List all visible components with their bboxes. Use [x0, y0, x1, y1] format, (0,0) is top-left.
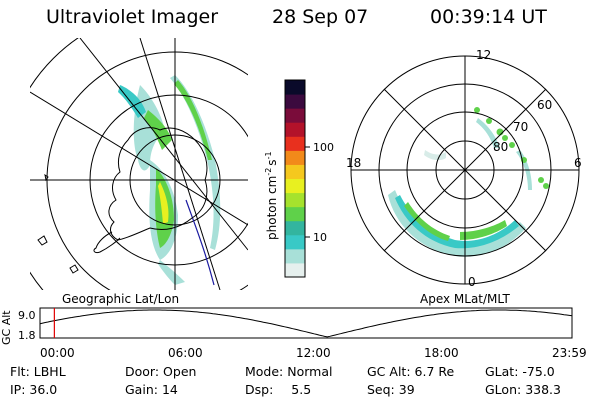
x-tick-0600: 06:00	[168, 346, 203, 360]
geographic-caption: Geographic Lat/Lon	[62, 292, 179, 306]
colorbar-segment	[285, 178, 305, 194]
x-tick-2359: 23:59	[552, 346, 587, 360]
colorbar-segment	[285, 206, 305, 222]
y-tick-1-8: 1.8	[18, 329, 36, 342]
colorbar-segment	[285, 136, 305, 151]
colorbar-segment	[285, 80, 305, 95]
colorbar-segment	[285, 164, 305, 179]
magnetic-caption: Apex MLat/MLT	[420, 292, 510, 306]
status-door: Door: Open	[125, 364, 197, 379]
instrument-title: Ultraviolet Imager	[46, 6, 219, 28]
geographic-map	[30, 38, 248, 290]
x-tick-1200: 12:00	[296, 346, 331, 360]
color-bar	[285, 80, 305, 278]
magnetic-polar-map: 12 0 18 6 60 70 80	[346, 48, 582, 289]
status-filter: Flt: LBHL	[10, 364, 66, 379]
colorbar-tick-10: 10	[313, 231, 327, 244]
x-tick-1800: 18:00	[424, 346, 459, 360]
status-dsp: Dsp: 5.5	[245, 382, 312, 397]
mlat-label-60: 60	[537, 98, 552, 112]
svg-text:photon cm-2s-1: photon cm-2s-1	[264, 151, 279, 240]
mlt-label-0: 0	[468, 275, 476, 289]
y-tick-9: 9.0	[18, 309, 36, 322]
orbit-altitude-plot: GC Alt 9.0 1.8 00:00 06:00 12:00 18:00 2…	[0, 307, 587, 360]
mlt-label-12: 12	[476, 48, 491, 62]
status-gc-alt: GC Alt: 6.7 Re	[367, 364, 455, 379]
mlt-label-6: 6	[574, 156, 582, 170]
time-label: 00:39:14 UT	[430, 6, 547, 28]
colorbar-segment	[285, 94, 305, 109]
status-seq: Seq: 39	[367, 382, 415, 397]
gc-alt-axis-label: GC Alt	[0, 310, 13, 345]
colorbar-segment	[285, 192, 305, 208]
colorbar-segment	[285, 108, 305, 123]
mlt-label-18: 18	[346, 156, 361, 170]
colorbar-tick-100: 100	[313, 141, 334, 154]
bright-spots	[474, 107, 549, 189]
mlat-label-70: 70	[513, 120, 528, 134]
colorbar-segment	[285, 220, 305, 236]
status-mode: Mode: Normal	[245, 364, 333, 379]
colorbar-label: photon cm-2s-1	[264, 151, 279, 240]
status-glon: GLon: 338.3	[485, 382, 561, 397]
status-ip: IP: 36.0	[10, 382, 58, 397]
colorbar-segment	[285, 122, 305, 137]
colorbar-segment	[285, 248, 305, 264]
status-gain: Gain: 14	[125, 382, 178, 397]
colorbar-segment	[285, 234, 305, 250]
mlat-label-80: 80	[493, 140, 508, 154]
colorbar-segment	[285, 262, 305, 278]
x-tick-0000: 00:00	[40, 346, 75, 360]
colorbar-segment	[285, 150, 305, 165]
date-label: 28 Sep 07	[272, 6, 369, 28]
status-glat: GLat: -75.0	[485, 364, 555, 379]
